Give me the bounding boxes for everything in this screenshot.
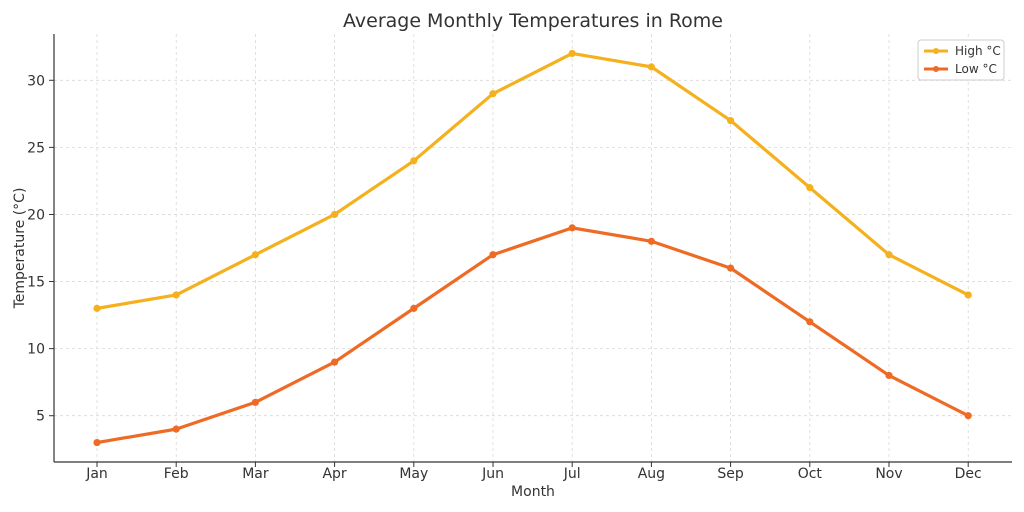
x-axis-label: Month bbox=[511, 484, 555, 500]
axes bbox=[49, 34, 1012, 467]
y-tick-label: 10 bbox=[27, 342, 45, 358]
x-tick-label: Sep bbox=[717, 466, 744, 482]
data-point bbox=[251, 398, 259, 406]
y-tick-label: 5 bbox=[36, 409, 45, 425]
series-line-0 bbox=[95, 51, 970, 310]
data-point bbox=[172, 291, 180, 299]
data-point bbox=[331, 210, 339, 219]
x-tick-label: Feb bbox=[164, 466, 189, 482]
legend-swatch-marker bbox=[933, 66, 939, 72]
x-tick-label: Apr bbox=[322, 466, 346, 482]
y-axis-label: Temperature (°C) bbox=[12, 188, 28, 310]
legend: High °C Low °C bbox=[917, 39, 1005, 81]
data-point bbox=[727, 116, 735, 125]
x-tick-label: Dec bbox=[955, 466, 982, 482]
series-line-1 bbox=[95, 226, 970, 445]
data-point bbox=[647, 63, 656, 71]
data-point bbox=[568, 49, 576, 58]
data-point bbox=[331, 358, 339, 366]
data-point bbox=[568, 224, 576, 232]
x-tick-label: Aug bbox=[638, 466, 665, 482]
x-tick-label: Nov bbox=[875, 466, 902, 482]
data-point bbox=[727, 264, 735, 272]
x-tick-label: Jul bbox=[563, 466, 581, 482]
data-point bbox=[489, 251, 497, 259]
x-tick-label: Mar bbox=[242, 466, 269, 482]
y-tick-label: 20 bbox=[27, 207, 45, 223]
data-point bbox=[806, 184, 814, 192]
data-point bbox=[93, 304, 101, 312]
data-point bbox=[93, 438, 101, 447]
data-point bbox=[172, 425, 180, 433]
y-tick-label: 30 bbox=[27, 73, 45, 89]
y-tick-label: 15 bbox=[27, 275, 45, 291]
legend-label: High °C bbox=[955, 44, 1001, 58]
y-tick-label: 25 bbox=[27, 140, 45, 156]
data-point bbox=[251, 251, 259, 259]
data-point bbox=[885, 371, 893, 380]
legend-swatch-marker bbox=[933, 48, 939, 54]
x-tick-label: May bbox=[399, 466, 428, 482]
data-point bbox=[489, 90, 497, 98]
x-tick-label: Oct bbox=[798, 466, 823, 482]
data-point bbox=[885, 251, 893, 259]
series-lines bbox=[93, 49, 972, 447]
data-point bbox=[964, 291, 972, 299]
data-point bbox=[410, 157, 418, 165]
data-point bbox=[964, 412, 972, 420]
tick-labels: 5 10 15 20 25 30 Jan Feb Mar Apr May Jun Jul Aug Sep Oc… bbox=[27, 73, 982, 482]
chart-title: Average Monthly Temperatures in Rome bbox=[343, 10, 723, 32]
data-point bbox=[647, 237, 656, 245]
legend-label: Low °C bbox=[955, 62, 997, 76]
data-point bbox=[410, 304, 418, 312]
data-point bbox=[806, 318, 814, 326]
grid bbox=[54, 34, 1012, 462]
x-tick-label: Jun bbox=[481, 466, 504, 482]
x-tick-label: Jan bbox=[85, 466, 108, 482]
